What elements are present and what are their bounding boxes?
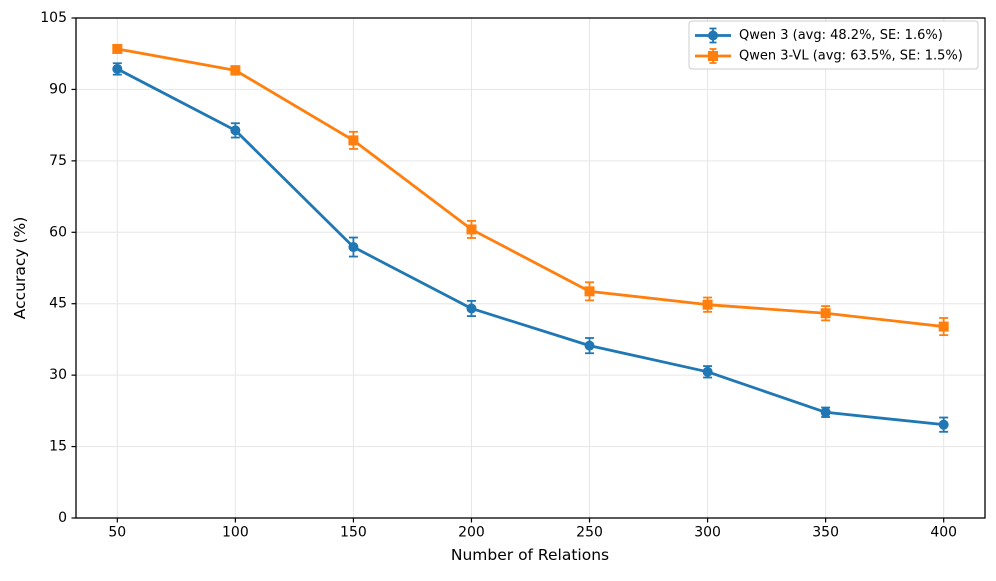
data-point-marker bbox=[112, 63, 123, 74]
plot-border bbox=[75, 17, 986, 519]
x-tick-label: 400 bbox=[930, 525, 957, 541]
series-line bbox=[117, 47, 944, 328]
y-tick-label: 60 bbox=[49, 224, 67, 240]
legend-label: Qwen 3-VL (avg: 63.5%, SE: 1.5%) bbox=[739, 49, 963, 64]
x-tick-label: 150 bbox=[340, 525, 367, 541]
y-tick-label: 30 bbox=[49, 367, 67, 383]
y-axis-title: Accuracy (%) bbox=[11, 217, 29, 320]
y-tick-label: 0 bbox=[58, 510, 67, 526]
x-tick-label: 300 bbox=[694, 525, 721, 541]
x-tick-label: 50 bbox=[108, 525, 126, 541]
x-axis-title: Number of Relations bbox=[451, 546, 609, 564]
legend-marker bbox=[708, 30, 718, 41]
series-layer bbox=[112, 43, 949, 433]
data-point-marker bbox=[230, 125, 241, 136]
y-tick-label: 15 bbox=[49, 439, 67, 455]
data-point-marker bbox=[584, 340, 595, 351]
data-point-marker bbox=[230, 65, 241, 76]
x-tick-label: 200 bbox=[458, 525, 485, 541]
data-point-marker bbox=[112, 43, 123, 54]
series-0 bbox=[112, 62, 949, 433]
series-1 bbox=[112, 43, 949, 337]
data-point-marker bbox=[466, 303, 477, 314]
legend-box bbox=[688, 20, 979, 70]
y-tick-label: 105 bbox=[40, 10, 67, 26]
legend-marker bbox=[708, 51, 718, 61]
y-tick-label: 90 bbox=[49, 81, 67, 97]
axis-layer: 50 100 150 200 250 300 350 400 0 15 30 45 60 75 90 105 bbox=[40, 10, 986, 541]
data-point-marker bbox=[702, 299, 713, 310]
data-point-marker bbox=[938, 321, 949, 332]
data-point-marker bbox=[938, 419, 949, 430]
series-line bbox=[116, 67, 944, 427]
x-tick-label: 350 bbox=[812, 525, 839, 541]
data-point-marker bbox=[348, 135, 359, 146]
data-point-marker bbox=[466, 224, 477, 235]
x-tick-label: 100 bbox=[222, 525, 249, 541]
x-tick-label: 250 bbox=[576, 525, 603, 541]
grid-layer bbox=[76, 17, 985, 519]
data-point-marker bbox=[702, 366, 713, 377]
data-point-marker bbox=[348, 242, 359, 253]
legend-label: Qwen 3 (avg: 48.2%, SE: 1.6%) bbox=[739, 28, 943, 43]
data-point-marker bbox=[820, 407, 831, 418]
y-tick-label: 75 bbox=[49, 153, 67, 169]
legend: Qwen 3 (avg: 48.2%, SE: 1.6%) Qwen 3-VL (… bbox=[688, 20, 979, 70]
y-tick-label: 45 bbox=[49, 296, 67, 312]
data-point-marker bbox=[584, 286, 595, 297]
data-point-marker bbox=[820, 308, 831, 319]
